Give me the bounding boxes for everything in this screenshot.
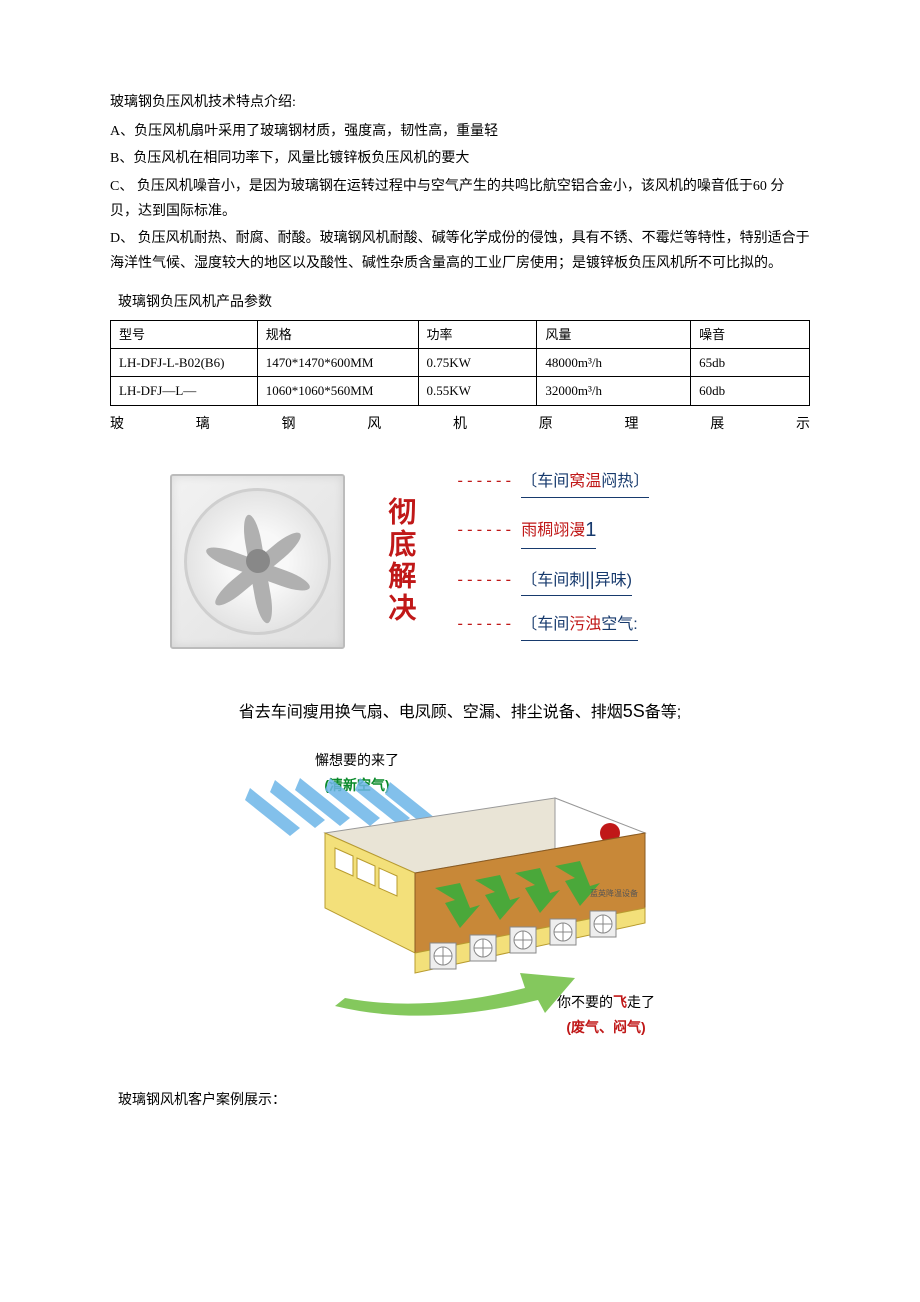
solve-text: 雨稠翊漫1: [521, 512, 596, 549]
svg-text:蓝英降温设备: 蓝英降温设备: [590, 888, 638, 898]
td: 32000m³/h: [537, 377, 691, 405]
th: 功率: [418, 320, 537, 348]
pt-char: 钢: [282, 412, 296, 437]
pt-char: 机: [453, 412, 467, 437]
table-header-row: 型号 规格 功率 风量 噪音: [111, 320, 810, 348]
solve-list: ------ 〔车间窝温闷热〕 ------ 雨稠翊漫1 ------ 〔车间刺…: [455, 467, 810, 655]
td: 60db: [691, 377, 810, 405]
pt-char: 玻: [110, 412, 124, 437]
diagram-solve: 彻底解决 ------ 〔车间窝温闷热〕 ------ 雨稠翊漫1 ------…: [110, 467, 810, 655]
pt-char: 理: [625, 412, 639, 437]
intro-list: A、负压风机扇叶采用了玻璃钢材质，强度高，韧性高，重量轻 B、负压风机在相同功率…: [110, 119, 810, 276]
td: LH-DFJ—L—: [111, 377, 258, 405]
pt-char: 原: [539, 412, 553, 437]
td: 0.55KW: [418, 377, 537, 405]
intro-item: A、负压风机扇叶采用了玻璃钢材质，强度高，韧性高，重量轻: [110, 119, 810, 144]
case-title: 玻璃钢风机客户案例展示：: [118, 1088, 810, 1113]
td: 0.75KW: [418, 348, 537, 376]
subline: 省去车间瘦用换气扇、电凤顾、空漏、排尘说备、排烟5S备等;: [110, 695, 810, 728]
pt-char: 示: [796, 412, 810, 437]
vertical-slogan: 彻底解决: [375, 497, 425, 625]
th: 噪音: [691, 320, 810, 348]
solve-item: ------ 〔车间污浊空气:: [455, 610, 810, 641]
td: 65db: [691, 348, 810, 376]
solve-text: 〔车间刺||异味): [521, 563, 632, 597]
solve-text: 〔车间窝温闷热〕: [521, 468, 649, 498]
th: 规格: [257, 320, 418, 348]
th: 风量: [537, 320, 691, 348]
pt-char: 风: [367, 412, 381, 437]
dash-icon: ------: [455, 566, 513, 595]
pt-char: 展: [710, 412, 724, 437]
intro-item: D、 负压风机耐热、耐腐、耐酸。玻璃钢风机耐酸、碱等化学成份的侵蚀，具有不锈、不…: [110, 226, 810, 276]
pt-char: 璃: [196, 412, 210, 437]
dash-icon: ------: [455, 467, 513, 496]
principle-title: 玻 璃 钢 风 机 原 理 展 示: [110, 412, 810, 437]
label-waste-air: 你不要的飞走了 (废气、闷气): [557, 990, 655, 1040]
params-title: 玻璃钢负压风机产品参数: [118, 290, 810, 315]
solve-item: ------ 〔车间刺||异味): [455, 563, 810, 597]
th: 型号: [111, 320, 258, 348]
table-row: LH-DFJ—L— 1060*1060*560MM 0.55KW 32000m³…: [111, 377, 810, 405]
params-table: 型号 规格 功率 风量 噪音 LH-DFJ-L-B02(B6) 1470*147…: [110, 320, 810, 406]
dash-icon: ------: [455, 610, 513, 639]
intro-item: C、 负压风机噪音小，是因为玻璃钢在运转过程中与空气产生的共鸣比航空铝合金小，该…: [110, 174, 810, 224]
td: 1470*1470*600MM: [257, 348, 418, 376]
building-svg: 蓝英 蓝英降温设备: [245, 778, 675, 1018]
diagram-airflow: 懈想要的来了 (清新空气) 蓝英: [245, 748, 675, 1048]
intro-item: B、负压风机在相同功率下，风量比镀锌板负压风机的要大: [110, 146, 810, 171]
solve-text: 〔车间污浊空气:: [521, 611, 637, 641]
td: LH-DFJ-L-B02(B6): [111, 348, 258, 376]
fan-illustration: [170, 474, 345, 649]
fan-circle-icon: [184, 488, 331, 635]
solve-item: ------ 雨稠翊漫1: [455, 512, 810, 549]
td: 48000m³/h: [537, 348, 691, 376]
dash-icon: ------: [455, 516, 513, 545]
table-row: LH-DFJ-L-B02(B6) 1470*1470*600MM 0.75KW …: [111, 348, 810, 376]
solve-item: ------ 〔车间窝温闷热〕: [455, 467, 810, 498]
intro-title: 玻璃钢负压风机技术特点介绍:: [110, 90, 810, 115]
td: 1060*1060*560MM: [257, 377, 418, 405]
